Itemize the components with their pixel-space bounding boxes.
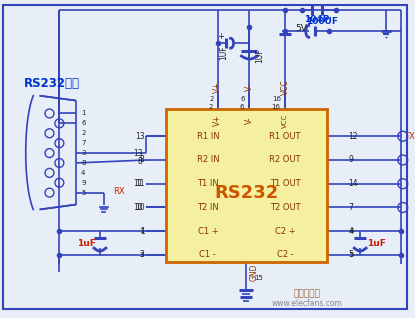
Text: 10: 10: [135, 203, 144, 212]
Text: 100UF: 100UF: [305, 17, 338, 26]
Text: 5: 5: [348, 251, 353, 259]
Text: 1UF: 1UF: [219, 46, 228, 60]
Text: R2 OUT: R2 OUT: [269, 156, 301, 164]
Text: 11: 11: [133, 179, 142, 188]
Text: C1 -: C1 -: [200, 251, 216, 259]
Text: 5: 5: [349, 252, 354, 258]
Text: 3: 3: [81, 150, 85, 156]
Text: 9: 9: [348, 156, 353, 164]
Text: 5V: 5V: [295, 24, 307, 33]
Text: 2: 2: [208, 104, 213, 110]
Text: RS232: RS232: [214, 184, 278, 202]
Text: C1 +: C1 +: [198, 227, 218, 236]
Text: 13: 13: [135, 132, 144, 141]
Text: V-: V-: [245, 117, 254, 124]
Text: 12: 12: [348, 132, 358, 141]
Text: 4: 4: [81, 170, 85, 176]
Text: RS232接口: RS232接口: [24, 77, 79, 90]
Text: V+: V+: [213, 114, 222, 126]
Text: 1: 1: [81, 110, 85, 116]
Text: 4: 4: [348, 227, 353, 236]
Text: VCC: VCC: [282, 113, 288, 128]
Text: T2 IN: T2 IN: [197, 203, 219, 212]
Text: 6: 6: [81, 121, 85, 126]
Text: 16: 16: [272, 96, 281, 102]
Text: 1UF: 1UF: [255, 49, 264, 63]
Text: 15: 15: [254, 275, 263, 281]
Text: 1: 1: [139, 228, 144, 234]
Text: GND: GND: [249, 263, 259, 280]
Text: +: +: [217, 32, 224, 41]
Text: 16: 16: [271, 104, 280, 110]
Text: 4: 4: [349, 228, 354, 234]
Text: C2 +: C2 +: [275, 227, 295, 236]
Text: T1 OUT: T1 OUT: [270, 179, 300, 188]
Text: 1uF: 1uF: [366, 238, 386, 248]
Text: 11: 11: [135, 179, 144, 188]
Text: www.elecfans.com: www.elecfans.com: [271, 299, 342, 308]
Text: 13: 13: [133, 149, 142, 157]
Text: 1uF: 1uF: [77, 238, 95, 248]
Text: 2: 2: [81, 130, 85, 136]
Text: 104P: 104P: [304, 15, 330, 24]
Text: 1: 1: [140, 227, 144, 236]
Text: R1 OUT: R1 OUT: [269, 132, 301, 141]
Text: 6: 6: [240, 104, 244, 110]
Text: 电子发烧友: 电子发烧友: [293, 289, 320, 298]
Text: 9: 9: [81, 180, 85, 186]
Text: 14: 14: [348, 179, 358, 188]
Text: RX: RX: [113, 187, 124, 196]
Text: 2: 2: [210, 96, 214, 102]
Text: R1 IN: R1 IN: [196, 132, 219, 141]
Text: VCC: VCC: [281, 79, 290, 95]
Text: T2 OUT: T2 OUT: [270, 203, 300, 212]
Text: 3: 3: [139, 251, 144, 259]
Text: 7: 7: [348, 203, 353, 212]
Text: 5: 5: [81, 190, 85, 196]
Text: 8: 8: [138, 157, 142, 166]
Text: 8: 8: [140, 156, 144, 164]
Text: 8: 8: [81, 160, 85, 166]
Text: T1 IN: T1 IN: [197, 179, 219, 188]
Text: 6: 6: [241, 96, 245, 102]
Text: TX: TX: [404, 132, 415, 141]
Text: R2 IN: R2 IN: [196, 156, 219, 164]
Text: 3: 3: [139, 252, 144, 258]
Bar: [166, 108, 327, 262]
Text: V+: V+: [213, 81, 222, 93]
Text: 7: 7: [81, 140, 85, 146]
Text: C2 -: C2 -: [277, 251, 293, 259]
Text: V-: V-: [245, 83, 254, 91]
Text: 10: 10: [133, 203, 142, 212]
